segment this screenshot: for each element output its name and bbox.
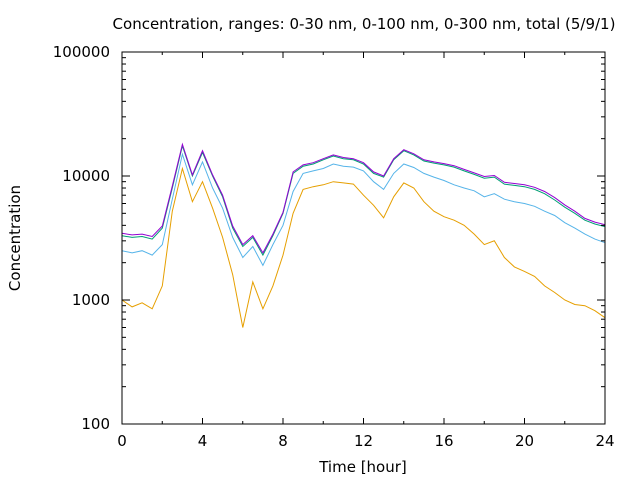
series-layer bbox=[121, 142, 606, 328]
x-tick-label: 16 bbox=[434, 432, 453, 450]
y-axis-label: Concentration bbox=[6, 185, 24, 291]
x-tick-label: 20 bbox=[515, 432, 534, 450]
x-tick-label: 12 bbox=[354, 432, 373, 450]
x-axis-label: Time [hour] bbox=[318, 458, 407, 476]
series-line-3 bbox=[121, 144, 606, 257]
chart-title: Concentration, ranges: 0-30 nm, 0-100 nm… bbox=[113, 15, 616, 33]
series-line-2 bbox=[121, 152, 606, 267]
y-tick-label: 10000 bbox=[62, 167, 110, 185]
plot-frame bbox=[121, 51, 606, 425]
y-tick-label: 100000 bbox=[53, 43, 110, 61]
y-tick-label: 1000 bbox=[72, 291, 110, 309]
series-line-1 bbox=[121, 166, 606, 328]
x-tick-label: 8 bbox=[278, 432, 288, 450]
x-tick-label: 24 bbox=[595, 432, 614, 450]
x-tick-label: 0 bbox=[117, 432, 127, 450]
ticks-layer: 0 4 8 12 16 20 24 100 1000 10000 100000 bbox=[53, 43, 615, 450]
y-tick-label: 100 bbox=[81, 415, 110, 433]
series-line-4 bbox=[121, 142, 606, 254]
x-tick-label: 4 bbox=[198, 432, 208, 450]
